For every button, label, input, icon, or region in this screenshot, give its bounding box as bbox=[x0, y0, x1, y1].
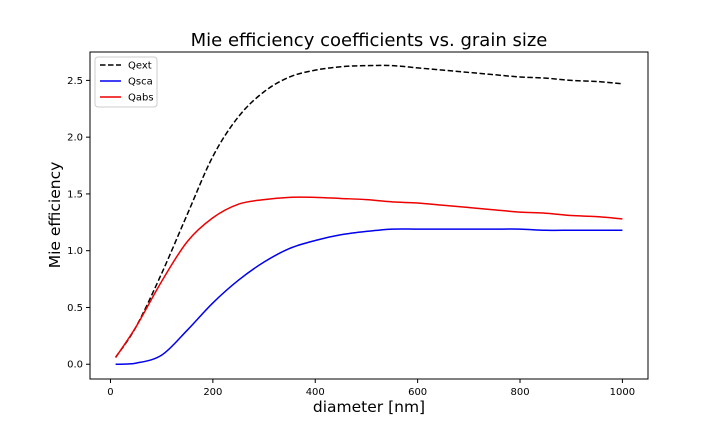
legend-label-qext: Qext bbox=[128, 61, 152, 72]
y-tick-label: 1.0 bbox=[67, 246, 83, 257]
series-line-qabs bbox=[114, 196, 623, 358]
x-axis: 0 200 400 600 800 1000 bbox=[107, 379, 635, 398]
y-axis: 0.0 0.5 1.0 1.5 2.0 2.5 bbox=[67, 76, 90, 371]
y-tick-label: 2.5 bbox=[67, 76, 83, 87]
x-tick-label: 0 bbox=[107, 387, 113, 398]
legend-label-qsca: Qsca bbox=[128, 77, 153, 88]
y-tick-label: 1.5 bbox=[67, 189, 83, 200]
series-line-qsca bbox=[115, 228, 623, 365]
x-axis-label: diameter [nm] bbox=[313, 398, 425, 416]
y-tick-label: 2.0 bbox=[67, 133, 83, 144]
x-tick-label: 800 bbox=[510, 387, 529, 398]
chart-title: Mie efficiency coefficients vs. grain si… bbox=[191, 30, 548, 51]
legend-label-qabs: Qabs bbox=[128, 93, 154, 104]
legend-box bbox=[94, 56, 158, 108]
plot-area bbox=[89, 51, 649, 380]
y-tick-label: 0.5 bbox=[67, 303, 83, 314]
y-axis-label: Mie efficiency bbox=[46, 162, 64, 269]
x-tick-label: 1000 bbox=[610, 387, 635, 398]
series-line-qext bbox=[114, 64, 623, 358]
x-tick-label: 600 bbox=[408, 387, 427, 398]
x-tick-label: 200 bbox=[203, 387, 222, 398]
x-tick-label: 400 bbox=[306, 387, 325, 398]
legend: Qext Qsca Qabs bbox=[94, 56, 158, 108]
y-tick-label: 0.0 bbox=[67, 360, 83, 371]
series-group bbox=[114, 64, 623, 365]
